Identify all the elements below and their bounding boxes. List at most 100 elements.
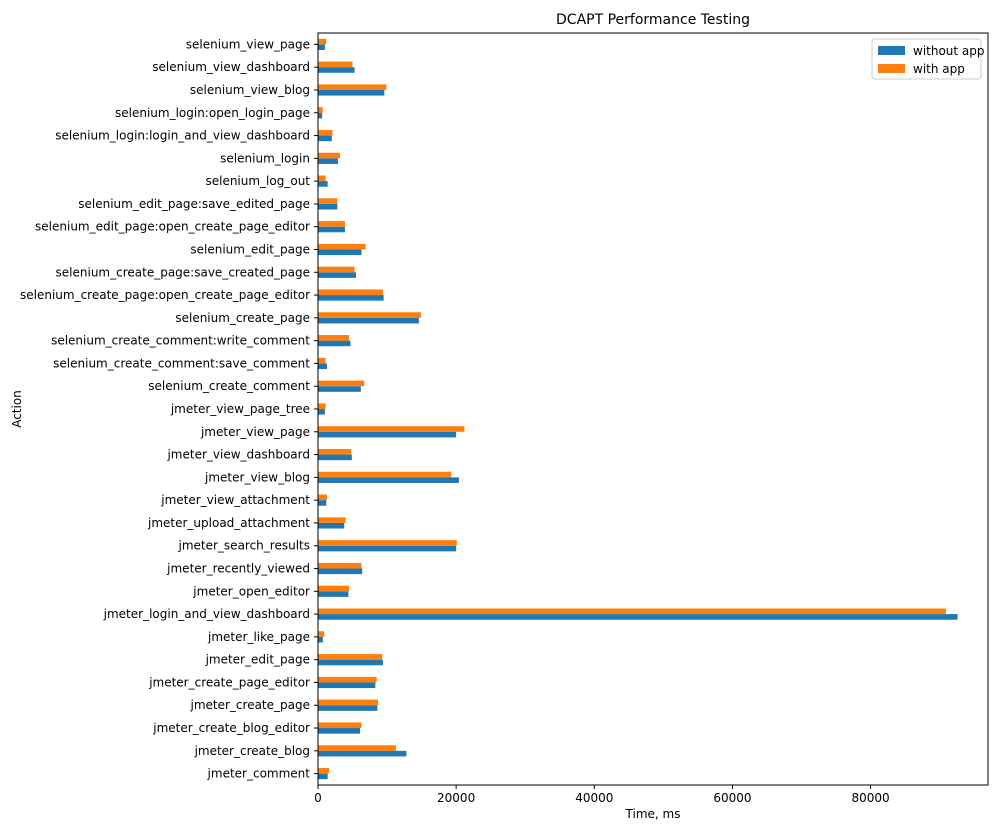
bar-with-app-24 <box>318 221 345 227</box>
y-tick-label-10: jmeter_search_results <box>178 539 311 553</box>
bar-with-app-28 <box>318 129 333 136</box>
bar-without-app-7 <box>318 614 958 620</box>
bar-with-app-21 <box>318 289 383 296</box>
bar-without-app-29 <box>318 112 323 119</box>
bar-with-app-17 <box>318 380 365 387</box>
y-tick-label-14: jmeter_view_dashboard <box>166 448 310 462</box>
bar-without-app-5 <box>318 659 383 666</box>
legend: without app with app <box>871 38 985 80</box>
y-axis-label: Action <box>10 390 24 428</box>
y-tick-label-8: jmeter_open_editor <box>192 584 310 598</box>
y-tick-label-11: jmeter_upload_attachment <box>147 516 310 530</box>
bar-with-app-30 <box>318 84 387 90</box>
y-tick-label-4: jmeter_create_page_editor <box>148 675 310 689</box>
legend-label-1: with app <box>913 62 965 76</box>
y-tick-label-25: selenium_edit_page:save_edited_page <box>78 197 310 211</box>
y-tick-label-9: jmeter_recently_viewed <box>166 562 310 576</box>
y-tick-label-30: selenium_view_blog <box>190 83 310 97</box>
legend-label-0: without app <box>913 44 985 58</box>
bar-without-app-24 <box>318 226 345 233</box>
y-tick-label-7: jmeter_login_and_view_dashboard <box>103 607 310 621</box>
bar-without-app-15 <box>318 431 457 438</box>
bar-without-app-14 <box>318 454 352 461</box>
y-tick-label-17: selenium_create_comment <box>148 379 310 393</box>
bar-without-app-8 <box>318 591 349 597</box>
y-tick-label-22: selenium_create_page:save_created_page <box>56 265 310 279</box>
bar-without-app-26 <box>318 181 328 187</box>
bar-without-app-25 <box>318 203 338 210</box>
bar-without-app-13 <box>318 477 459 483</box>
y-tick-label-1: jmeter_create_blog <box>194 744 310 758</box>
bar-with-app-29 <box>318 107 323 113</box>
bar-without-app-12 <box>318 500 327 506</box>
bar-with-app-3 <box>318 699 379 706</box>
y-tick-label-21: selenium_create_page:open_create_page_ed… <box>20 288 310 302</box>
bar-with-app-2 <box>318 722 362 729</box>
x-axis: 0 20000 40000 60000 80000 <box>314 785 890 805</box>
bar-without-app-19 <box>318 340 351 347</box>
y-tick-label-2: jmeter_create_blog_editor <box>152 721 310 735</box>
y-tick-label-28: selenium_login:login_and_view_dashboard <box>55 129 310 143</box>
y-tick-label-29: selenium_login:open_login_page <box>115 106 310 120</box>
x-tick-label-4: 80000 <box>851 791 889 805</box>
bar-without-app-27 <box>318 158 339 164</box>
y-tick-label-27: selenium_login <box>220 151 310 165</box>
bar-with-app-5 <box>318 654 383 660</box>
y-tick-label-32: selenium_view_page <box>186 37 310 51</box>
bar-with-app-12 <box>318 494 327 501</box>
bar-with-app-11 <box>318 517 346 523</box>
x-tick-label-0: 0 <box>314 791 322 805</box>
bar-with-app-26 <box>318 175 326 182</box>
bar-without-app-21 <box>318 295 384 301</box>
bar-without-app-10 <box>318 545 457 552</box>
bar-with-app-9 <box>318 562 362 569</box>
x-tick-label-2: 40000 <box>575 791 613 805</box>
chart-title: DCAPT Performance Testing <box>556 12 750 28</box>
bar-with-app-1 <box>318 745 397 751</box>
bar-with-app-23 <box>318 243 366 250</box>
bar-without-app-11 <box>318 522 345 529</box>
bar-with-app-19 <box>318 335 350 341</box>
bar-without-app-30 <box>318 89 385 96</box>
bar-with-app-8 <box>318 585 350 592</box>
x-tick-label-1: 20000 <box>437 791 475 805</box>
bar-without-app-18 <box>318 363 327 370</box>
bar-without-app-6 <box>318 636 323 643</box>
bar-without-app-0 <box>318 773 328 780</box>
bar-without-app-4 <box>318 682 376 689</box>
y-tick-label-31: selenium_view_dashboard <box>152 60 310 74</box>
y-tick-label-5: jmeter_edit_page <box>205 653 310 667</box>
bar-with-app-27 <box>318 152 341 159</box>
x-tick-label-3: 60000 <box>713 791 751 805</box>
bar-without-app-1 <box>318 750 407 757</box>
bar-without-app-23 <box>318 249 362 256</box>
bars-group <box>318 38 958 780</box>
legend-swatch-1 <box>878 64 905 73</box>
bar-with-app-6 <box>318 631 325 637</box>
bar-with-app-22 <box>318 266 355 273</box>
y-tick-label-23: selenium_edit_page <box>190 242 310 256</box>
y-tick-label-19: selenium_create_comment:write_comment <box>51 334 310 348</box>
bar-with-app-10 <box>318 540 457 546</box>
bar-with-app-0 <box>318 768 330 774</box>
y-tick-label-13: jmeter_view_blog <box>204 470 310 484</box>
y-tick-label-6: jmeter_like_page <box>207 630 310 644</box>
legend-swatch-0 <box>878 46 905 55</box>
bar-with-app-16 <box>318 403 326 409</box>
bar-with-app-18 <box>318 357 326 364</box>
y-tick-label-0: jmeter_comment <box>207 767 311 781</box>
bar-without-app-32 <box>318 44 325 50</box>
bar-with-app-15 <box>318 426 465 432</box>
y-tick-label-15: jmeter_view_page <box>200 425 310 439</box>
bar-without-app-31 <box>318 67 355 73</box>
y-axis: jmeter_comment jmeter_create_blog jmeter_c… <box>20 37 318 781</box>
bar-with-app-31 <box>318 61 353 68</box>
bar-without-app-22 <box>318 272 356 278</box>
bar-with-app-32 <box>318 38 327 45</box>
bar-with-app-14 <box>318 448 352 455</box>
bar-without-app-28 <box>318 135 332 142</box>
bar-with-app-13 <box>318 471 452 478</box>
bar-with-app-7 <box>318 608 946 615</box>
